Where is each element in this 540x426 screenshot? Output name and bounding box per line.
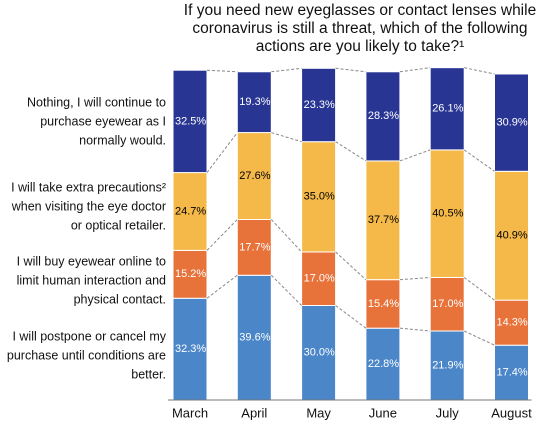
bar-segment: [494, 170, 529, 301]
value-label: 35.0%: [304, 191, 335, 203]
bar-segment: [365, 71, 401, 162]
bar-segment: [301, 251, 337, 306]
value-label: 15.4%: [368, 298, 399, 310]
bar-segment: [429, 330, 465, 401]
value-label: 17.7%: [239, 241, 270, 253]
bar-segment: [236, 219, 272, 276]
value-label: 21.9%: [432, 359, 463, 371]
x-tick-label: April: [241, 405, 267, 420]
bar-segment: [172, 69, 208, 174]
value-label: 15.2%: [175, 268, 206, 280]
value-label: 17.0%: [304, 273, 335, 285]
bar-segment: [365, 279, 401, 329]
connector: [463, 330, 495, 346]
connector: [463, 277, 495, 301]
x-tick-label: June: [369, 405, 397, 420]
value-label: 24.7%: [175, 205, 206, 217]
x-tick-label: March: [172, 405, 208, 420]
bar-segment: [236, 132, 272, 221]
legend-entry: I will postpone or cancel my purchase un…: [6, 329, 166, 382]
value-label: 40.9%: [497, 230, 528, 242]
bar-segment: [365, 160, 401, 281]
bar-segment: [172, 172, 208, 251]
value-label: 39.6%: [239, 332, 270, 344]
connector: [335, 141, 367, 162]
bar-segment: [236, 274, 272, 401]
connector: [399, 149, 431, 162]
bar-segment: [301, 305, 337, 401]
bar-segment: [365, 327, 401, 401]
value-label: 14.3%: [497, 317, 528, 329]
connector: [335, 251, 367, 281]
x-tick-label: May: [306, 405, 331, 420]
bar-segment: [172, 249, 208, 299]
bar-segment: [172, 297, 208, 401]
connector: [270, 274, 302, 306]
bar-segment: [301, 67, 337, 143]
bar-segment: [494, 73, 529, 172]
value-label: 19.3%: [239, 96, 270, 108]
value-label: 37.7%: [368, 214, 399, 226]
value-label: 27.6%: [239, 170, 270, 182]
legend-entry: I will take extra precautions² when visi…: [11, 180, 166, 233]
connector: [270, 219, 302, 253]
bar-segment: [301, 141, 337, 253]
value-label: 23.3%: [304, 99, 335, 111]
x-tick-label: August: [491, 405, 532, 420]
connector: [271, 67, 302, 73]
connector: [399, 327, 431, 332]
value-label: 30.0%: [304, 347, 335, 359]
legend-entry: Nothing, I will continue to purchase eye…: [27, 95, 166, 148]
connector: [206, 69, 238, 73]
connector: [463, 149, 495, 172]
x-tick-label: July: [436, 405, 460, 420]
bar-segment: [429, 276, 465, 332]
bar-segment: [236, 71, 272, 134]
connector: [399, 67, 431, 73]
value-label: 22.8%: [368, 358, 399, 370]
value-label: 40.5%: [432, 208, 463, 220]
bar-segment: [429, 149, 465, 278]
value-label: 26.1%: [432, 103, 463, 115]
value-label: 30.9%: [497, 117, 528, 129]
bar-segment: [494, 299, 529, 346]
connector: [206, 219, 238, 251]
connector: [399, 276, 431, 281]
value-label: 32.3%: [175, 343, 206, 355]
connector: [206, 132, 238, 173]
connector: [464, 67, 495, 75]
value-label: 32.5%: [175, 115, 206, 127]
connector: [335, 67, 366, 73]
chart-title: If you need new eyeglasses or contact le…: [183, 2, 537, 55]
connector: [206, 274, 238, 299]
bar-segment: [429, 67, 465, 151]
value-label: 28.3%: [368, 110, 399, 122]
value-label: 17.4%: [497, 367, 528, 379]
legend-entry: I will buy eyewear online to limit human…: [16, 254, 166, 307]
value-label: 17.0%: [432, 298, 463, 310]
connector: [335, 305, 367, 329]
connector: [271, 132, 302, 143]
